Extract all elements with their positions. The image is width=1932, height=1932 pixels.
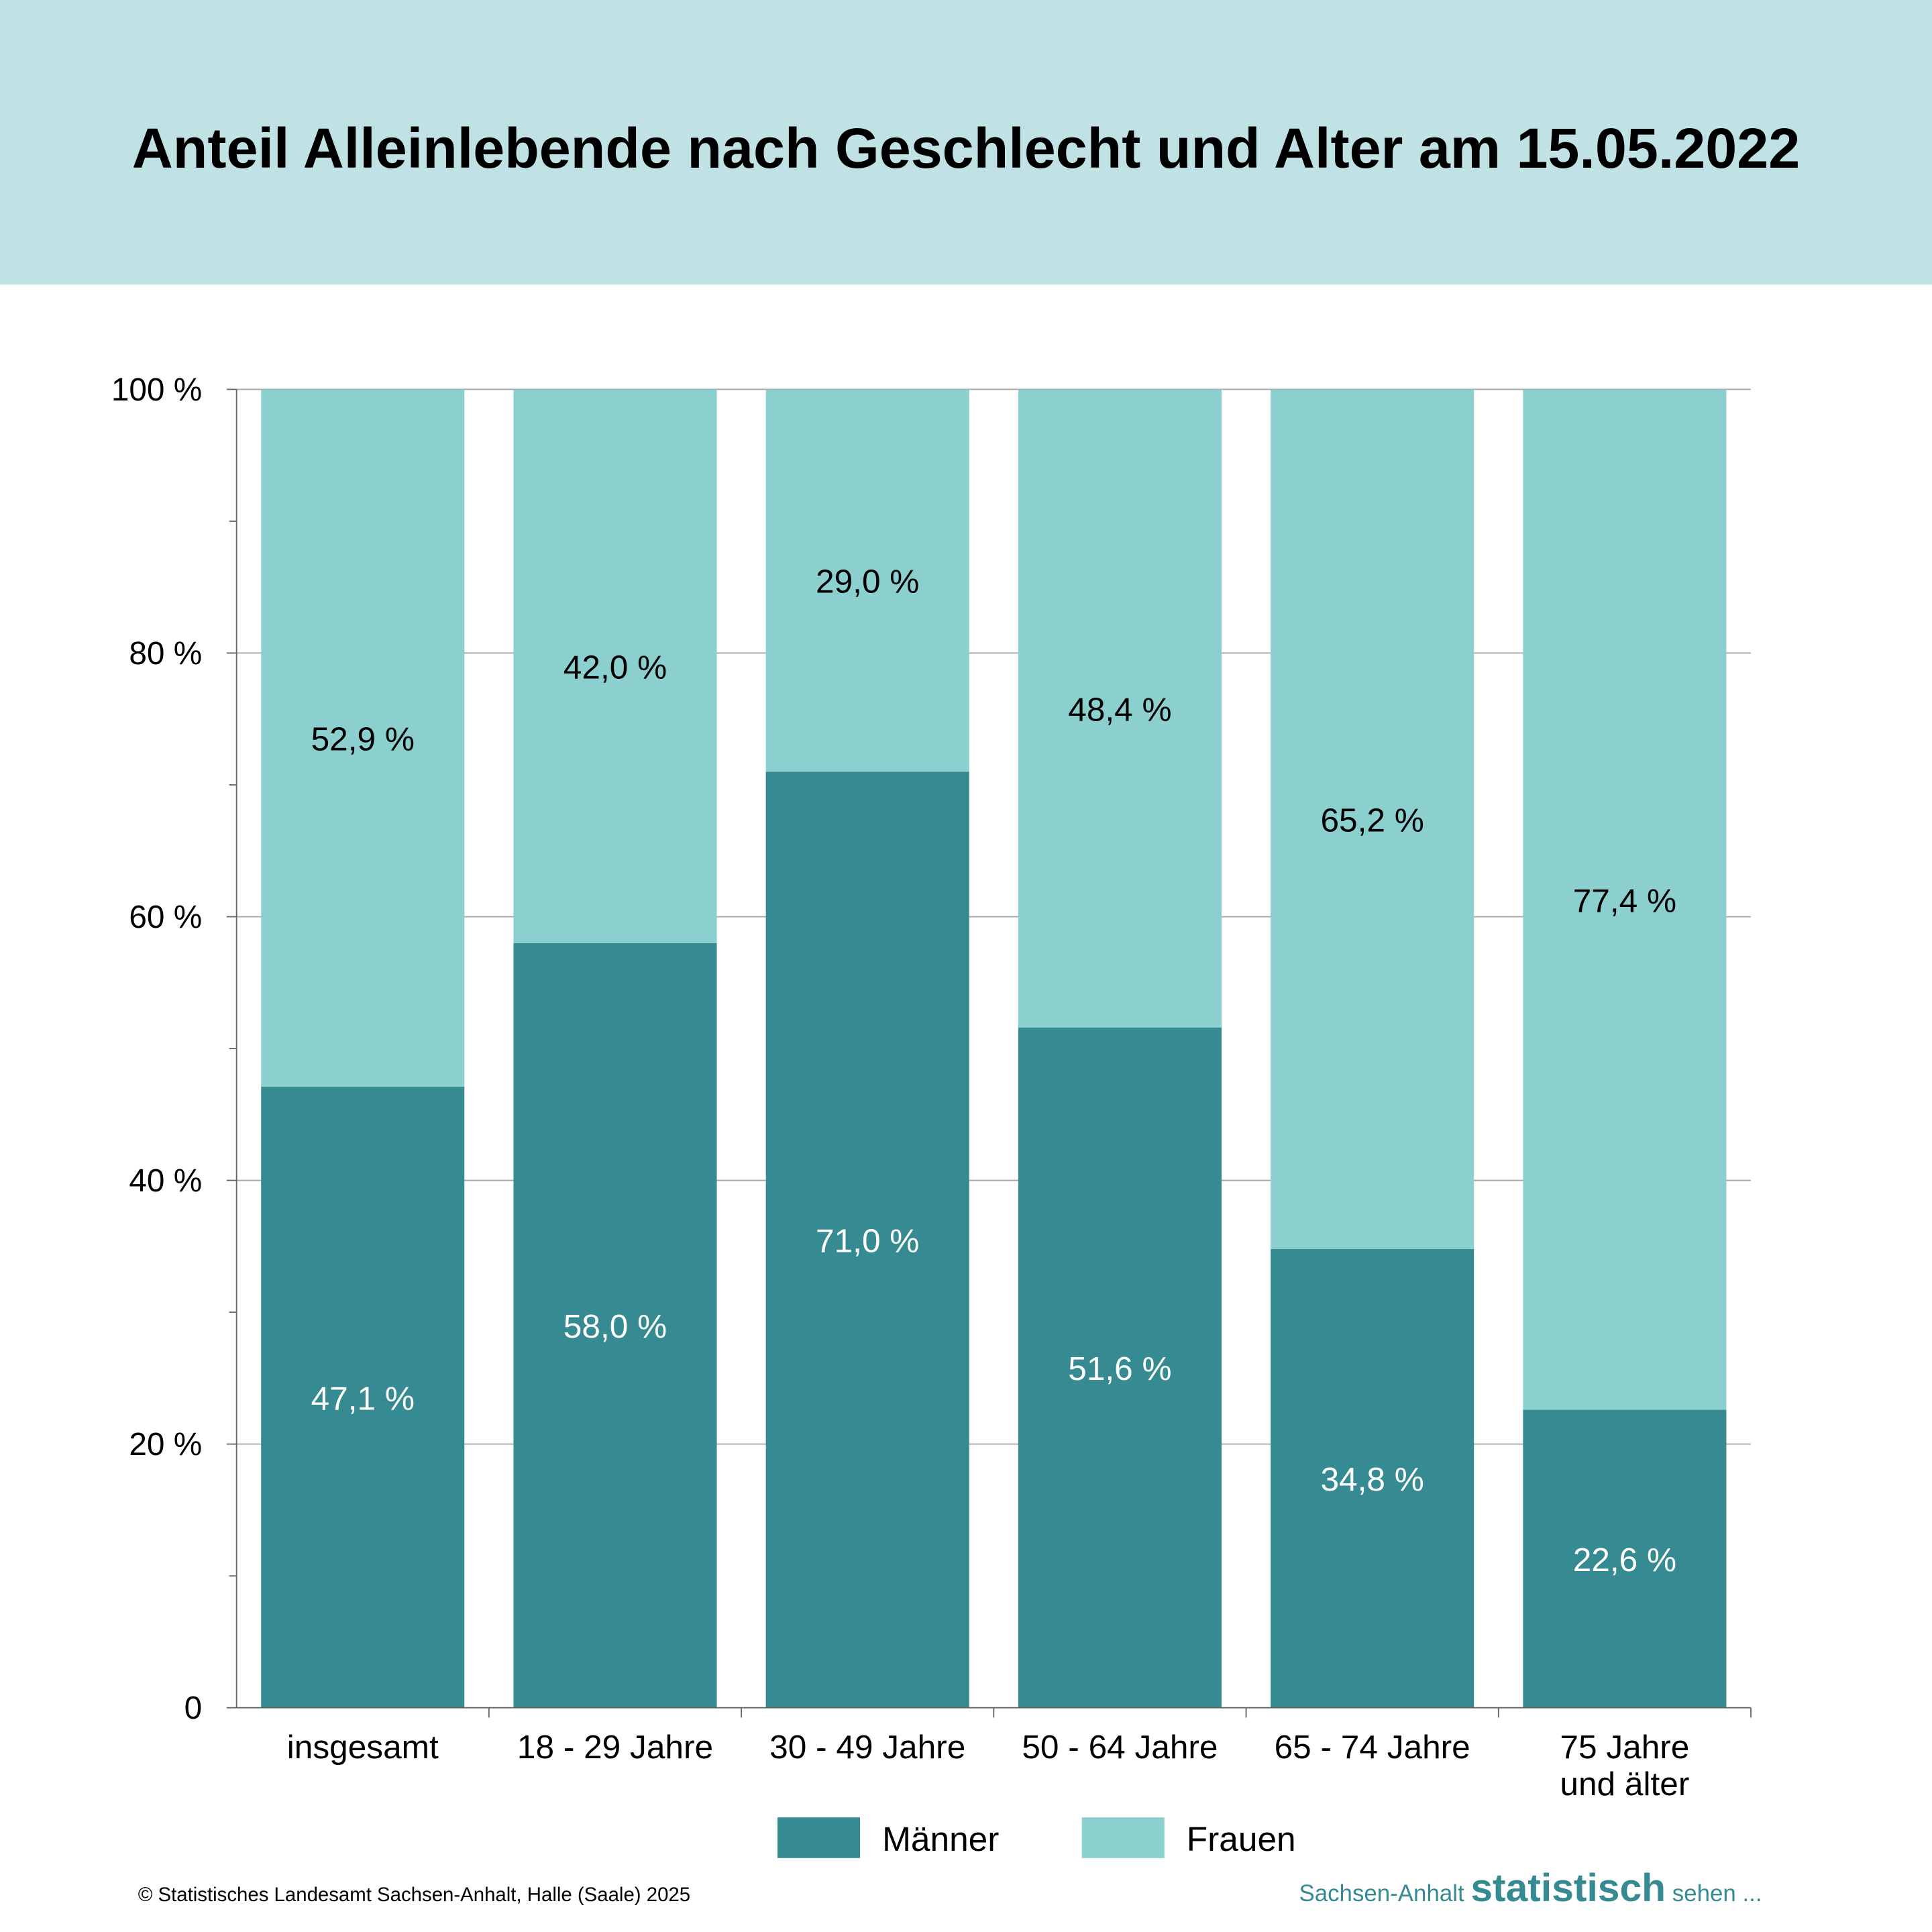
brand-pre: Sachsen-Anhalt [1299, 1880, 1470, 1907]
brand-post: sehen ... [1666, 1880, 1762, 1907]
brand-main: statistisch [1470, 1866, 1666, 1910]
x-tick-label: 18 - 29 Jahre [517, 1728, 713, 1766]
bar-frauen [1271, 389, 1474, 1249]
bar-männer [1523, 1409, 1727, 1708]
data-label: 65,2 % [1320, 801, 1424, 839]
data-label: 51,6 % [1068, 1350, 1171, 1387]
y-tick-label: 60 % [129, 900, 202, 935]
y-tick-label: 80 % [129, 636, 202, 672]
data-label: 42,0 % [564, 648, 667, 686]
chart-title: Anteil Alleinlebende nach Geschlecht und… [132, 117, 1800, 180]
bar-männer [261, 1087, 465, 1708]
y-tick-label: 0 [184, 1690, 203, 1726]
bar-männer [513, 943, 717, 1708]
x-tick-label: 65 - 74 Jahre [1275, 1728, 1470, 1766]
data-label: 48,4 % [1068, 690, 1171, 728]
data-label: 22,6 % [1573, 1541, 1676, 1578]
x-tick-label: und älter [1560, 1765, 1689, 1803]
data-label: 29,0 % [816, 563, 919, 600]
x-tick-label: 50 - 64 Jahre [1022, 1728, 1218, 1766]
y-tick-label: 100 % [111, 372, 202, 408]
data-label: 58,0 % [564, 1307, 667, 1345]
bar-frauen [1523, 389, 1727, 1410]
data-label: 34,8 % [1320, 1460, 1424, 1498]
copyright-text: © Statistisches Landesamt Sachsen-Anhalt… [138, 1884, 690, 1906]
data-label: 52,9 % [311, 720, 415, 758]
data-label: 71,0 % [816, 1222, 919, 1259]
bar-männer [765, 771, 969, 1708]
bar-frauen [765, 389, 969, 772]
x-tick-label: insgesamt [287, 1728, 439, 1766]
x-tick-label: 30 - 49 Jahre [769, 1728, 965, 1766]
bar-männer [1271, 1248, 1474, 1708]
bar-frauen [261, 389, 465, 1087]
y-tick-label: 40 % [129, 1163, 202, 1199]
header-band [0, 0, 1932, 285]
x-tick-label: 75 Jahre [1560, 1728, 1689, 1766]
data-label: 47,1 % [311, 1379, 415, 1417]
legend-label: Frauen [1187, 1819, 1296, 1858]
brand-logo: Sachsen-Anhalt statistisch sehen ... [1299, 1866, 1762, 1910]
y-tick-label: 20 % [129, 1427, 202, 1462]
legend-swatch [777, 1817, 861, 1858]
legend-label: Männer [882, 1819, 999, 1858]
data-label: 77,4 % [1573, 881, 1676, 919]
bar-frauen [513, 389, 717, 943]
bar-männer [1018, 1027, 1222, 1708]
legend-swatch [1081, 1817, 1165, 1858]
bar-frauen [1018, 389, 1222, 1028]
